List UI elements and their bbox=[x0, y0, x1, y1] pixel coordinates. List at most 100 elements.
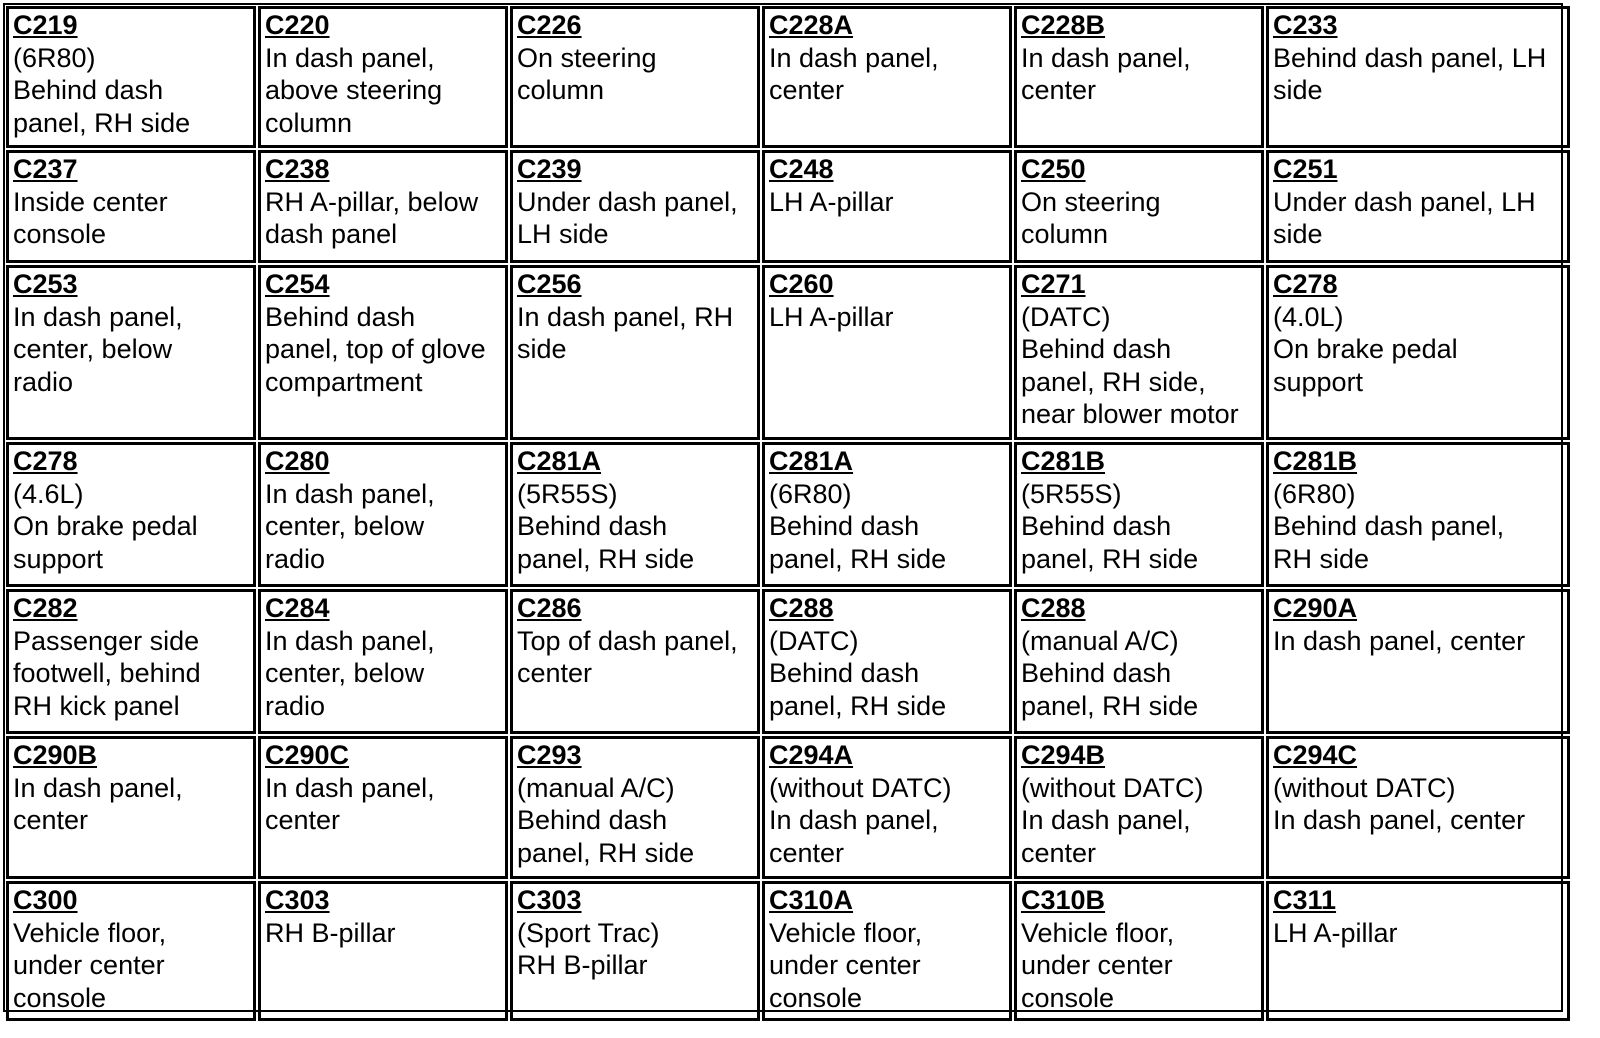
location-text: (DATC) bbox=[1021, 301, 1111, 332]
table-cell: C278 (4.0L) On brake pedal support bbox=[1266, 265, 1570, 440]
table-cell: C303 (Sport Trac) RH B-pillar bbox=[510, 881, 760, 1021]
connector-id: C294C bbox=[1273, 740, 1358, 770]
table-cell: C253 In dash panel, center, below radio bbox=[6, 265, 256, 440]
table-cell: C237 Inside center console bbox=[6, 150, 256, 263]
table-cell: C256 In dash panel, RH side bbox=[510, 265, 760, 440]
location-text: dash panel bbox=[265, 219, 398, 249]
location-text: column bbox=[265, 107, 353, 138]
connector-id: C239 bbox=[517, 154, 582, 184]
location-text: Behind dash bbox=[1021, 658, 1172, 688]
location-text: (DATC) bbox=[769, 625, 859, 656]
table-cell: C300 Vehicle floor, under center console bbox=[6, 881, 256, 1021]
location-text: RH kick panel bbox=[13, 690, 180, 721]
location-text: Vehicle floor, bbox=[769, 917, 923, 948]
location-text: panel, RH side bbox=[769, 543, 947, 574]
location-text: In dash panel, bbox=[265, 772, 435, 803]
location-text: side bbox=[517, 334, 567, 364]
table-cell: C281B (5R55S) Behind dash panel, RH side bbox=[1014, 442, 1264, 587]
location-text: Under dash panel, bbox=[517, 186, 738, 217]
connector-id: C293 bbox=[517, 740, 582, 770]
location-text: In dash panel, bbox=[265, 42, 435, 73]
location-text: center bbox=[517, 658, 593, 688]
table-cell: C282 Passenger side footwell, behind RH kic… bbox=[6, 589, 256, 734]
location-text: panel, top of glove bbox=[265, 334, 486, 364]
table-cell: C290C In dash panel, center bbox=[258, 736, 508, 879]
table-cell: C238 RH A-pillar, below dash panel bbox=[258, 150, 508, 263]
table-cell: C286 Top of dash panel, center bbox=[510, 589, 760, 734]
location-text: In dash panel, bbox=[265, 625, 435, 656]
connector-id: C286 bbox=[517, 593, 582, 623]
table-cell: C271 (DATC) Behind dash panel, RH side, near… bbox=[1014, 265, 1264, 440]
location-text: Behind dash bbox=[1021, 334, 1172, 364]
connector-id: C282 bbox=[13, 593, 78, 623]
location-text: On steering bbox=[517, 42, 657, 73]
location-text: center bbox=[13, 805, 89, 835]
location-text: panel, RH side bbox=[517, 543, 695, 574]
location-text: RH A-pillar, below bbox=[265, 186, 479, 217]
connector-id: C290A bbox=[1273, 593, 1358, 623]
connector-id: C256 bbox=[517, 269, 582, 299]
table-cell: C311 LH A-pillar bbox=[1266, 881, 1570, 1021]
table-cell: C290B In dash panel, center bbox=[6, 736, 256, 879]
table-cell: C233 Behind dash panel, LH side bbox=[1266, 6, 1570, 148]
location-text: In dash panel, bbox=[769, 805, 939, 835]
location-text: Vehicle floor, bbox=[1021, 917, 1175, 948]
table-cell: C251 Under dash panel, LH side bbox=[1266, 150, 1570, 263]
connector-id: C310B bbox=[1021, 885, 1106, 915]
location-text: LH A-pillar bbox=[1273, 917, 1398, 948]
connector-id: C251 bbox=[1273, 154, 1338, 184]
table-cell: C239 Under dash panel, LH side bbox=[510, 150, 760, 263]
connector-id: C281B bbox=[1021, 446, 1106, 476]
location-text: near blower motor bbox=[1021, 399, 1239, 429]
connector-id: C219 bbox=[13, 10, 78, 40]
location-text: under center bbox=[13, 950, 165, 980]
table-cell: C248 LH A-pillar bbox=[762, 150, 1012, 263]
location-text: console bbox=[1021, 982, 1115, 1013]
location-text: panel, RH side bbox=[517, 837, 695, 868]
connector-id: C290C bbox=[265, 740, 350, 770]
location-text: In dash panel, bbox=[13, 772, 183, 803]
connector-id: C288 bbox=[1021, 593, 1086, 623]
table-cell: C294A (without DATC) In dash panel, center bbox=[762, 736, 1012, 879]
location-text: Under dash panel, LH bbox=[1273, 186, 1536, 217]
location-text: In dash panel, bbox=[265, 478, 435, 509]
location-text: panel, RH side bbox=[1021, 690, 1199, 721]
connector-id: C303 bbox=[517, 885, 582, 915]
connector-id: C228A bbox=[769, 10, 854, 40]
table-cell: C220 In dash panel, above steering column bbox=[258, 6, 508, 148]
location-text: compartment bbox=[265, 366, 423, 397]
location-text: (manual A/C) bbox=[1021, 625, 1179, 656]
connector-id: C281B bbox=[1273, 446, 1358, 476]
location-text: Behind dash bbox=[13, 75, 164, 105]
location-text: Behind dash bbox=[1021, 511, 1172, 541]
table-cell: C281A (6R80) Behind dash panel, RH side bbox=[762, 442, 1012, 587]
location-text: Passenger side bbox=[13, 625, 200, 656]
location-text: (6R80) bbox=[769, 478, 852, 509]
location-text: panel, RH side bbox=[13, 107, 191, 138]
location-text: center bbox=[769, 837, 845, 868]
connector-id: C294A bbox=[769, 740, 854, 770]
location-text: side bbox=[1273, 219, 1323, 249]
connector-id: C280 bbox=[265, 446, 330, 476]
connector-id: C271 bbox=[1021, 269, 1086, 299]
location-text: panel, RH side bbox=[769, 690, 947, 721]
connector-id: C248 bbox=[769, 154, 834, 184]
location-text: under center bbox=[1021, 950, 1173, 980]
table-cell: C284 In dash panel, center, below radio bbox=[258, 589, 508, 734]
table-cell: C281A (5R55S) Behind dash panel, RH side bbox=[510, 442, 760, 587]
connector-id: C228B bbox=[1021, 10, 1106, 40]
location-text: Behind dash bbox=[265, 301, 416, 332]
connector-location-table: C219 (6R80) Behind dash panel, RH side C220 I… bbox=[3, 3, 1570, 1021]
table-cell: C280 In dash panel, center, below radio bbox=[258, 442, 508, 587]
location-text: radio bbox=[13, 366, 74, 397]
location-text: footwell, behind bbox=[13, 658, 201, 688]
connector-id: C281A bbox=[769, 446, 854, 476]
location-text: center, below bbox=[13, 334, 173, 364]
location-text: In dash panel, bbox=[13, 301, 183, 332]
location-text: panel, RH side, bbox=[1021, 366, 1206, 397]
connector-id: C278 bbox=[1273, 269, 1338, 299]
connector-id: C226 bbox=[517, 10, 582, 40]
location-text: RH B-pillar bbox=[517, 950, 648, 980]
location-text: Top of dash panel, bbox=[517, 625, 738, 656]
location-text: support bbox=[1273, 366, 1364, 397]
